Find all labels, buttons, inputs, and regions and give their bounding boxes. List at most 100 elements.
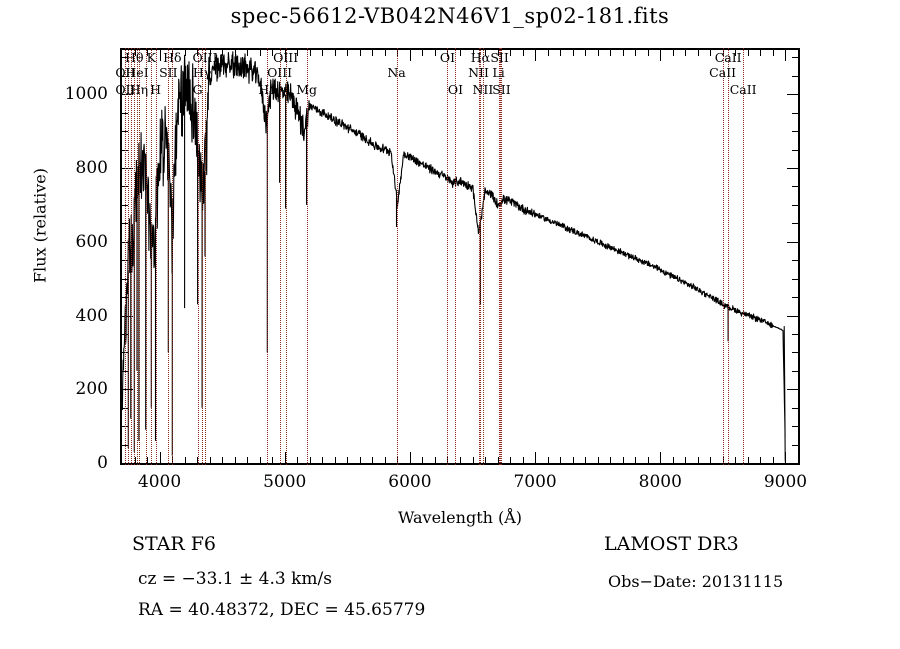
radec-label: RA = 40.48372, DEC = 45.65779 bbox=[138, 600, 426, 620]
spectral-line-label: Hγ bbox=[192, 65, 212, 80]
x-axis-tick bbox=[522, 50, 524, 56]
spectral-line-label: OIII bbox=[192, 50, 218, 65]
spectral-line-marker bbox=[498, 48, 500, 465]
x-axis-tick bbox=[347, 50, 349, 56]
x-axis-tick bbox=[522, 457, 524, 463]
y-axis-tick bbox=[792, 352, 798, 354]
x-axis-tick bbox=[409, 452, 411, 463]
y-axis-tick bbox=[792, 260, 798, 262]
x-axis-tick bbox=[547, 457, 549, 463]
spectral-line-label: HeI bbox=[125, 65, 149, 80]
spectral-line-marker bbox=[267, 48, 269, 465]
spectral-line-marker bbox=[204, 48, 206, 465]
spectral-line-label: OI bbox=[447, 82, 464, 97]
x-axis-tick bbox=[622, 50, 624, 56]
y-axis-tick bbox=[122, 370, 128, 372]
plot-area bbox=[120, 48, 800, 465]
x-axis-tick bbox=[147, 457, 149, 463]
cz-label: cz = −33.1 ± 4.3 km/s bbox=[138, 569, 332, 589]
x-axis-tick bbox=[209, 457, 211, 463]
x-axis-tick bbox=[497, 50, 499, 56]
spectral-line-marker bbox=[482, 48, 484, 465]
spectral-line-label: SII bbox=[159, 65, 178, 80]
x-axis-tick bbox=[434, 457, 436, 463]
spectral-line-marker bbox=[285, 48, 287, 465]
x-axis-tick bbox=[485, 457, 487, 463]
y-axis-tick bbox=[122, 94, 133, 96]
x-axis-tick bbox=[560, 457, 562, 463]
x-axis-tick bbox=[309, 457, 311, 463]
y-tick-label: 400 bbox=[75, 305, 108, 326]
spectral-line-marker bbox=[455, 48, 457, 465]
x-axis-tick bbox=[422, 50, 424, 56]
spectral-line-label: Li bbox=[492, 65, 505, 80]
y-axis-tick bbox=[122, 75, 128, 77]
y-axis-tick bbox=[122, 297, 128, 299]
spectral-line-label: SII bbox=[490, 50, 509, 65]
y-axis-tick bbox=[792, 204, 798, 206]
y-axis-tick bbox=[122, 168, 133, 169]
x-axis-tick bbox=[572, 457, 574, 463]
x-axis-tick bbox=[284, 452, 286, 463]
y-axis-tick bbox=[122, 241, 133, 243]
survey-label: LAMOST DR3 bbox=[604, 533, 739, 555]
x-axis-tick bbox=[472, 457, 474, 463]
x-axis-tick bbox=[647, 50, 649, 56]
y-axis-tick bbox=[122, 186, 128, 188]
x-axis-tick bbox=[147, 50, 149, 56]
y-axis-tick bbox=[122, 389, 133, 391]
y-axis-tick bbox=[792, 297, 798, 299]
spectral-line-label: Hβ bbox=[258, 82, 277, 97]
x-axis-tick bbox=[347, 457, 349, 463]
spectral-line-marker bbox=[197, 48, 199, 465]
spectral-line-marker bbox=[168, 48, 170, 465]
y-axis-tick bbox=[787, 241, 798, 243]
spectral-line-label: OI bbox=[439, 50, 456, 65]
y-axis-tick bbox=[787, 463, 798, 464]
y-axis-tick bbox=[122, 223, 128, 225]
spectral-line-marker bbox=[125, 48, 127, 465]
star-class-label: STAR F6 bbox=[132, 533, 216, 555]
x-axis-tick bbox=[510, 457, 512, 463]
x-axis-tick bbox=[622, 457, 624, 463]
x-axis-tick bbox=[760, 50, 762, 56]
y-tick-label: 200 bbox=[75, 379, 108, 400]
x-axis-tick bbox=[697, 50, 699, 56]
x-axis-tick bbox=[572, 50, 574, 56]
x-axis-tick bbox=[685, 457, 687, 463]
y-tick-label: 600 bbox=[75, 231, 108, 252]
x-axis-tick bbox=[397, 457, 399, 463]
y-axis-tick bbox=[122, 352, 128, 354]
x-axis-tick bbox=[772, 50, 774, 56]
x-axis-tick bbox=[772, 457, 774, 463]
y-axis-tick bbox=[122, 444, 128, 446]
y-axis-tick bbox=[122, 131, 128, 133]
x-axis-tick bbox=[334, 50, 336, 56]
x-axis-tick bbox=[597, 457, 599, 463]
x-axis-tick bbox=[660, 452, 662, 463]
spectral-line-label: OII bbox=[115, 65, 136, 80]
y-axis-tick bbox=[792, 426, 798, 428]
spectral-line-marker bbox=[137, 48, 139, 465]
x-axis-tick bbox=[384, 457, 386, 463]
y-axis-tick bbox=[792, 370, 798, 372]
x-axis-tick bbox=[647, 457, 649, 463]
spectral-line-marker bbox=[447, 48, 449, 465]
x-axis-tick bbox=[434, 50, 436, 56]
x-axis-tick bbox=[672, 50, 674, 56]
spectral-line-marker bbox=[478, 48, 480, 465]
spectral-line-label: Na bbox=[387, 65, 406, 80]
spectral-line-marker bbox=[138, 48, 140, 465]
spectral-line-marker bbox=[172, 48, 174, 465]
spectral-line-label: Hα bbox=[470, 50, 491, 65]
x-axis-tick bbox=[209, 50, 211, 56]
x-axis-tick bbox=[585, 457, 587, 463]
y-axis-tick bbox=[787, 168, 798, 169]
spectral-line-marker bbox=[145, 48, 147, 465]
x-axis-tick bbox=[460, 457, 461, 463]
x-axis-tick bbox=[460, 50, 461, 56]
x-axis-tick bbox=[610, 457, 612, 463]
y-axis-tick bbox=[792, 278, 798, 280]
x-axis-tick bbox=[384, 50, 386, 56]
